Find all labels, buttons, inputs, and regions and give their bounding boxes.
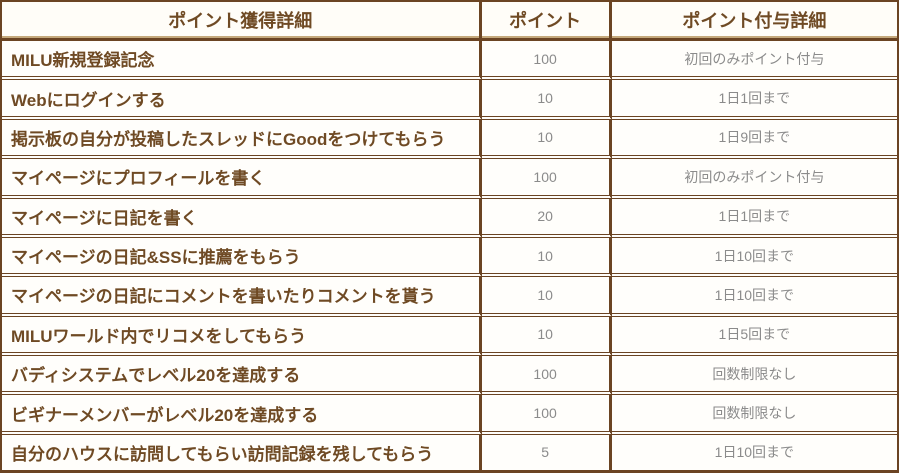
table-row: バディシステムでレベル20を達成する 100 回数制限なし	[2, 356, 897, 396]
points-cell: 10	[481, 119, 612, 160]
points-cell: 100	[481, 395, 612, 435]
action-cell: 自分のハウスに訪問してもらい訪問記録を残してもらう	[2, 434, 482, 470]
action-cell: バディシステムでレベル20を達成する	[2, 356, 482, 396]
table-row: MILUワールド内でリコメをしてもらう 10 1日5回まで	[2, 316, 897, 356]
col-header-detail: ポイント付与詳細	[611, 2, 897, 41]
header-row: ポイント獲得詳細 ポイント ポイント付与詳細	[2, 2, 897, 41]
table-row: 自分のハウスに訪問してもらい訪問記録を残してもらう 5 1日10回まで	[2, 434, 897, 470]
points-cell: 100	[481, 159, 612, 199]
detail-cell: 1日9回まで	[611, 119, 897, 160]
action-cell: MILUワールド内でリコメをしてもらう	[2, 316, 482, 356]
points-cell: 5	[481, 434, 612, 470]
action-cell: マイページにプロフィールを書く	[2, 159, 482, 199]
table-row: Webにログインする 10 1日1回まで	[2, 80, 897, 120]
points-cell: 10	[481, 316, 612, 356]
points-cell: 10	[481, 277, 612, 317]
detail-cell: 初回のみポイント付与	[611, 41, 897, 81]
detail-cell: 1日1回まで	[611, 80, 897, 120]
table-row: マイページに日記を書く 20 1日1回まで	[2, 198, 897, 238]
action-cell: マイページに日記を書く	[2, 198, 482, 238]
detail-cell: 初回のみポイント付与	[611, 159, 897, 199]
col-header-points: ポイント	[481, 2, 612, 41]
detail-cell: 1日10回まで	[611, 237, 897, 278]
points-cell: 20	[481, 198, 612, 238]
table-row: マイページの日記&SSに推薦をもらう 10 1日10回まで	[2, 237, 897, 278]
detail-cell: 1日10回まで	[611, 434, 897, 470]
points-cell: 10	[481, 237, 612, 278]
action-cell: マイページの日記&SSに推薦をもらう	[2, 237, 482, 278]
detail-cell: 回数制限なし	[611, 356, 897, 396]
table-row: MILU新規登録記念 100 初回のみポイント付与	[2, 41, 897, 81]
table-row: マイページにプロフィールを書く 100 初回のみポイント付与	[2, 159, 897, 199]
col-header-action: ポイント獲得詳細	[2, 2, 482, 41]
table-row: マイページの日記にコメントを書いたりコメントを貰う 10 1日10回まで	[2, 277, 897, 317]
table-row: ビギナーメンバーがレベル20を達成する 100 回数制限なし	[2, 395, 897, 435]
detail-cell: 回数制限なし	[611, 395, 897, 435]
action-cell: マイページの日記にコメントを書いたりコメントを貰う	[2, 277, 482, 317]
detail-cell: 1日1回まで	[611, 198, 897, 238]
points-cell: 10	[481, 80, 612, 120]
detail-cell: 1日5回まで	[611, 316, 897, 356]
table-row: 掲示板の自分が投稿したスレッドにGoodをつけてもらう 10 1日9回まで	[2, 119, 897, 160]
action-cell: MILU新規登録記念	[2, 41, 482, 81]
points-cell: 100	[481, 356, 612, 396]
detail-cell: 1日10回まで	[611, 277, 897, 317]
points-cell: 100	[481, 41, 612, 81]
action-cell: Webにログインする	[2, 80, 482, 120]
action-cell: 掲示板の自分が投稿したスレッドにGoodをつけてもらう	[2, 119, 482, 160]
action-cell: ビギナーメンバーがレベル20を達成する	[2, 395, 482, 435]
